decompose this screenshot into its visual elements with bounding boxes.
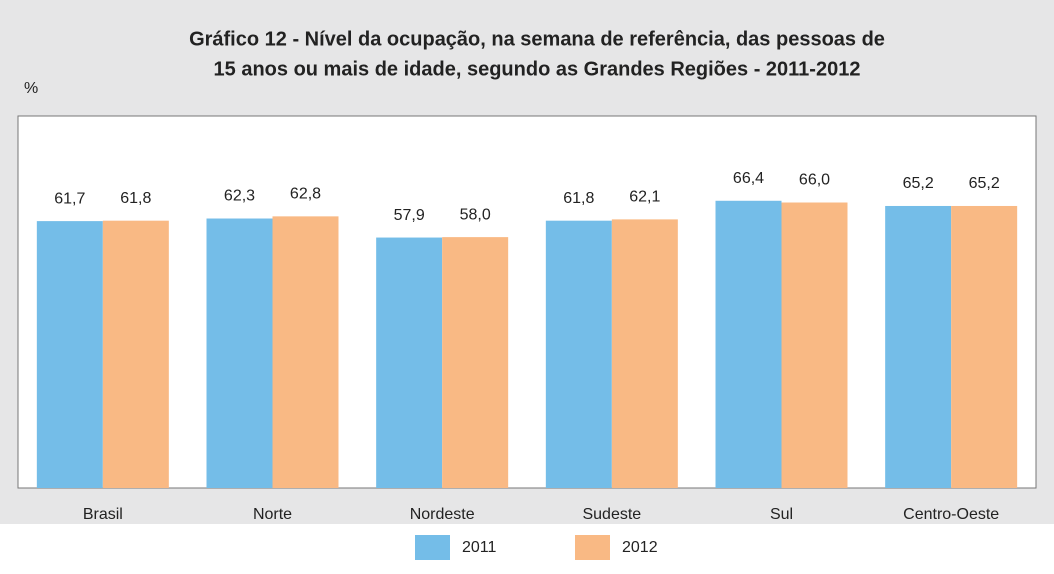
chart-title: Gráfico 12 - Nível da ocupação, na seman… <box>189 28 885 50</box>
plot-area <box>17 115 1037 489</box>
chart-title: 15 anos ou mais de idade, segundo as Gra… <box>214 58 861 80</box>
bar <box>781 202 848 488</box>
legend-swatch <box>575 535 610 560</box>
value-label: 61,7 <box>54 190 85 207</box>
value-label: 61,8 <box>563 190 594 207</box>
value-label: 62,3 <box>224 188 255 205</box>
legend-label: 2012 <box>622 539 658 556</box>
value-label: 65,2 <box>903 175 934 192</box>
x-tick-label: Brasil <box>83 506 123 523</box>
value-label: 61,8 <box>120 190 151 207</box>
value-label: 62,1 <box>629 189 660 206</box>
bar <box>715 200 782 488</box>
value-label: 62,8 <box>290 186 321 203</box>
value-label: 57,9 <box>394 207 425 224</box>
bar <box>102 220 169 488</box>
legend-swatch <box>415 535 450 560</box>
bar <box>376 237 443 488</box>
x-tick-label: Nordeste <box>410 506 475 523</box>
bar <box>272 216 339 488</box>
bar <box>951 205 1018 488</box>
bar <box>206 218 273 488</box>
value-label: 65,2 <box>969 175 1000 192</box>
x-tick-label: Norte <box>253 506 292 523</box>
value-label: 66,0 <box>799 172 830 189</box>
bar <box>885 205 952 488</box>
value-label: 66,4 <box>733 170 764 187</box>
bar <box>36 221 103 488</box>
x-tick-label: Sul <box>770 506 793 523</box>
legend-label: 2011 <box>462 539 497 556</box>
bar <box>442 237 509 488</box>
x-tick-label: Sudeste <box>582 506 641 523</box>
value-label: 58,0 <box>460 206 491 223</box>
y-axis-label: % <box>24 80 38 97</box>
bar <box>611 219 678 488</box>
bar <box>545 220 612 488</box>
x-tick-label: Centro-Oeste <box>903 506 999 523</box>
